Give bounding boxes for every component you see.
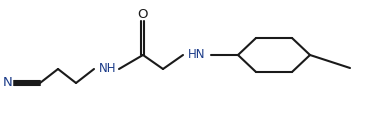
Text: O: O xyxy=(138,7,148,21)
Text: N: N xyxy=(3,77,13,90)
Text: NH: NH xyxy=(99,63,117,75)
Text: HN: HN xyxy=(188,48,206,61)
